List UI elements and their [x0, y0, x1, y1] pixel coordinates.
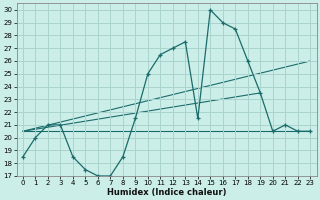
X-axis label: Humidex (Indice chaleur): Humidex (Indice chaleur): [107, 188, 226, 197]
